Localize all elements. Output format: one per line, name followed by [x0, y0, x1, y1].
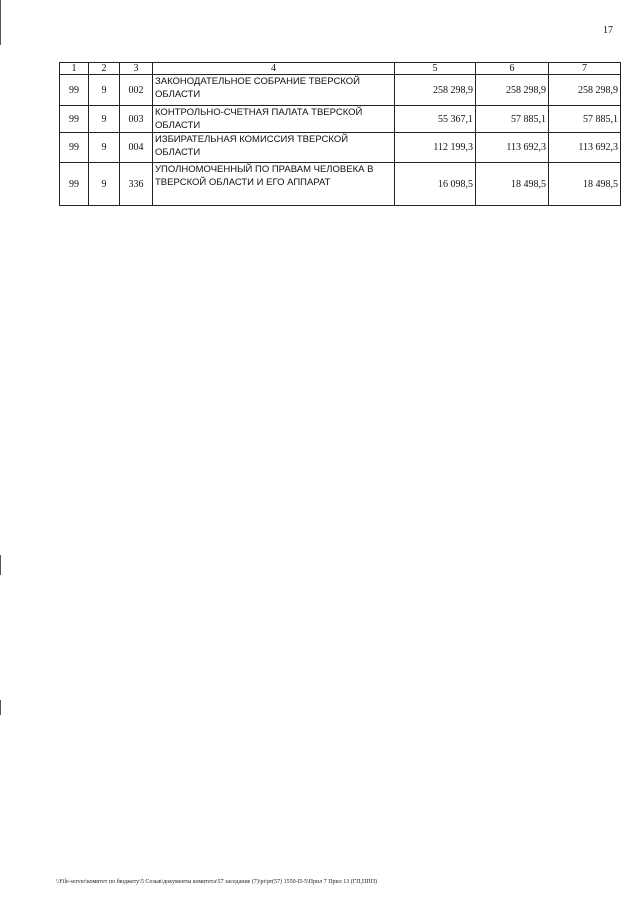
cell: ИЗБИРАТЕЛЬНАЯ КОМИССИЯ ТВЕРСКОЙ ОБЛАСТИ — [152, 132, 395, 163]
cell: 55 367,1 — [394, 105, 476, 133]
column-header: 4 — [152, 62, 395, 75]
scan-edge-mark — [0, 555, 1, 575]
cell: 9 — [88, 132, 120, 163]
scan-edge-mark — [0, 0, 1, 45]
cell: 113 692,3 — [475, 132, 549, 163]
cell: 18 498,5 — [548, 162, 621, 206]
cell: 99 — [59, 105, 89, 133]
cell: 99 — [59, 132, 89, 163]
column-header: 3 — [119, 62, 153, 75]
table-row: 99 9 004 ИЗБИРАТЕЛЬНАЯ КОМИССИЯ ТВЕРСКОЙ… — [59, 132, 621, 163]
table-row: 99 9 002 ЗАКОНОДАТЕЛЬНОЕ СОБРАНИЕ ТВЕРСК… — [59, 74, 621, 106]
cell: 004 — [119, 132, 153, 163]
column-header: 1 — [59, 62, 89, 75]
file-path-footer: \\File-server\комитет по бюджету\5 Созыв… — [56, 879, 378, 885]
cell: 9 — [88, 162, 120, 206]
cell: 336 — [119, 162, 153, 206]
cell: 003 — [119, 105, 153, 133]
cell: 9 — [88, 74, 120, 106]
column-header: 5 — [394, 62, 476, 75]
cell: 112 199,3 — [394, 132, 476, 163]
column-header: 2 — [88, 62, 120, 75]
table-header-row: 1 2 3 4 5 6 7 — [59, 62, 621, 75]
cell: 57 885,1 — [548, 105, 621, 133]
cell: 002 — [119, 74, 153, 106]
table-row: 99 9 336 УПОЛНОМОЧЕННЫЙ ПО ПРАВАМ ЧЕЛОВЕ… — [59, 162, 621, 206]
cell: КОНТРОЛЬНО-СЧЕТНАЯ ПАЛАТА ТВЕРСКОЙ ОБЛАС… — [152, 105, 395, 133]
cell: 258 298,9 — [394, 74, 476, 106]
column-header: 7 — [548, 62, 621, 75]
cell: 18 498,5 — [475, 162, 549, 206]
budget-table: 1 2 3 4 5 6 7 99 9 002 ЗАКОНОДАТЕЛЬНОЕ С… — [59, 62, 621, 206]
cell: ЗАКОНОДАТЕЛЬНОЕ СОБРАНИЕ ТВЕРСКОЙ ОБЛАСТ… — [152, 74, 395, 106]
cell: 258 298,9 — [548, 74, 621, 106]
cell: 57 885,1 — [475, 105, 549, 133]
cell: 99 — [59, 74, 89, 106]
cell: 16 098,5 — [394, 162, 476, 206]
cell: УПОЛНОМОЧЕННЫЙ ПО ПРАВАМ ЧЕЛОВЕКА В ТВЕР… — [152, 162, 395, 206]
page-number: 17 — [603, 25, 613, 36]
cell: 99 — [59, 162, 89, 206]
scan-edge-mark — [0, 700, 1, 715]
cell: 258 298,9 — [475, 74, 549, 106]
column-header: 6 — [475, 62, 549, 75]
table-row: 99 9 003 КОНТРОЛЬНО-СЧЕТНАЯ ПАЛАТА ТВЕРС… — [59, 105, 621, 133]
cell: 9 — [88, 105, 120, 133]
cell: 113 692,3 — [548, 132, 621, 163]
